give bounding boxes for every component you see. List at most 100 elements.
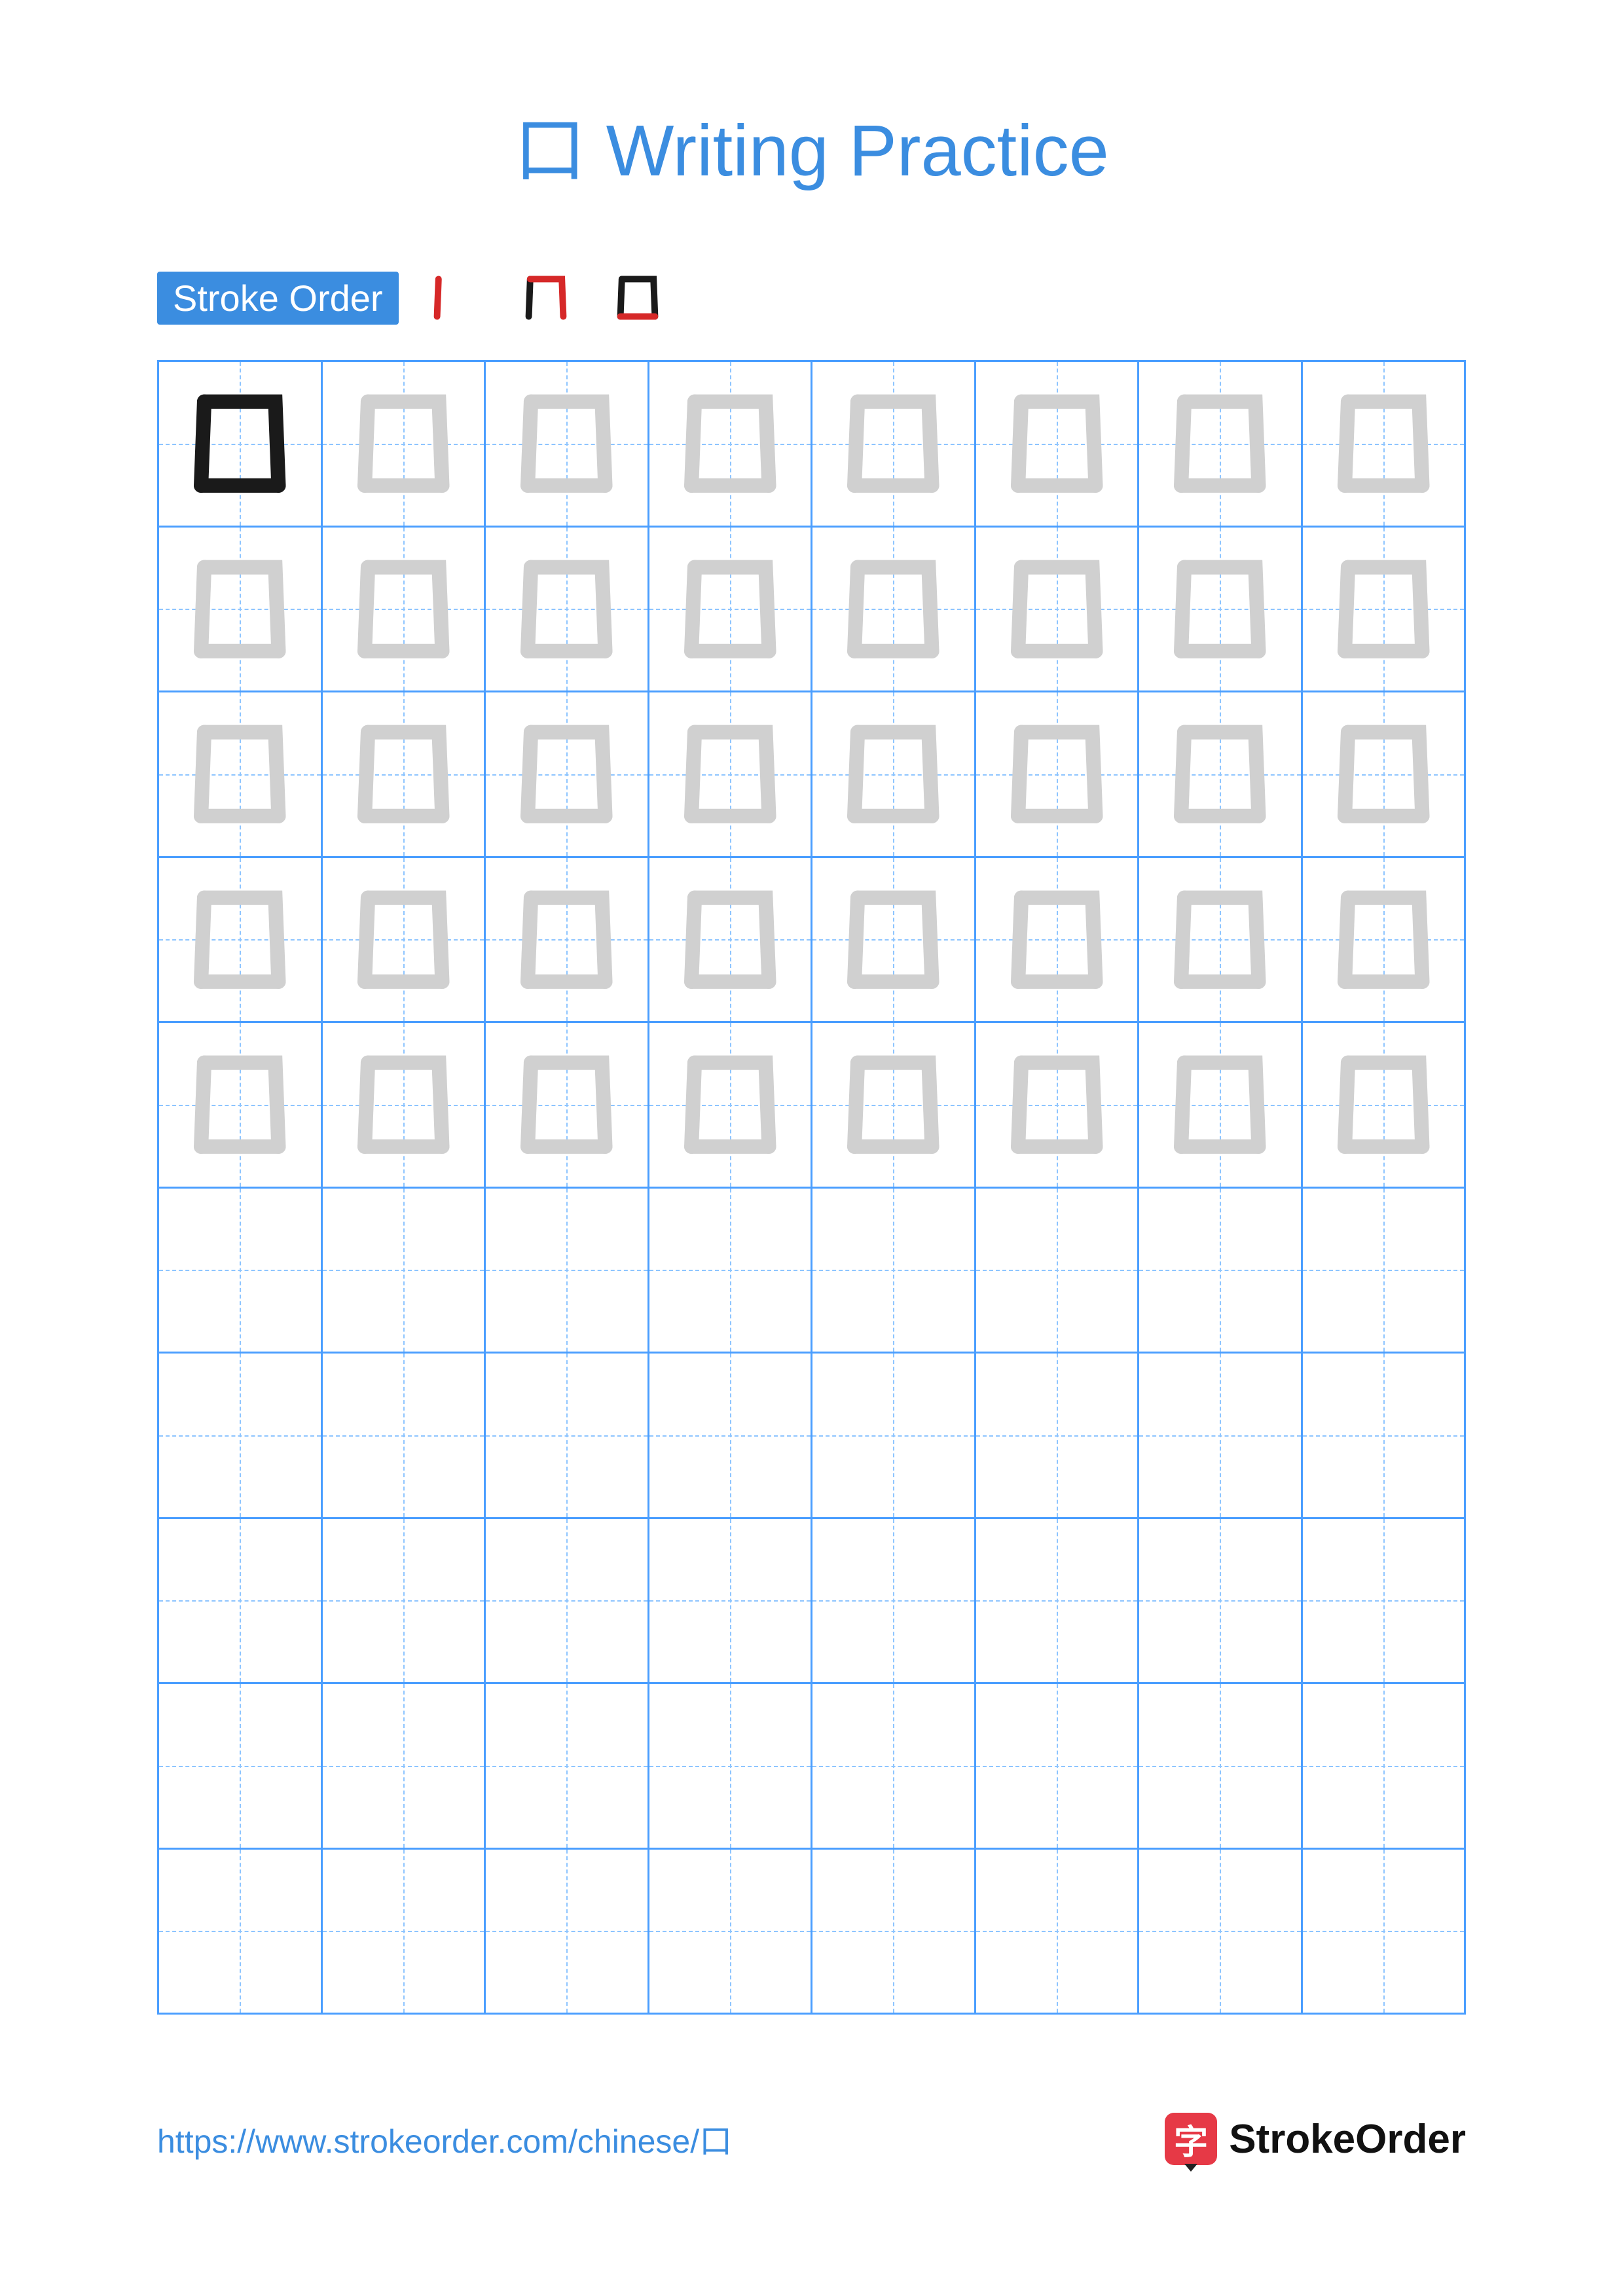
trace-character (1303, 1023, 1465, 1187)
trace-character (649, 858, 811, 1022)
grid-cell (1139, 858, 1303, 1022)
trace-character (1303, 362, 1465, 526)
trace-character (976, 362, 1138, 526)
trace-character (976, 1023, 1138, 1187)
grid-cell (649, 362, 813, 526)
trace-character (323, 858, 484, 1022)
grid-cell (976, 1189, 1140, 1352)
grid-cell (323, 362, 486, 526)
stroke-step-2 (510, 262, 582, 334)
trace-character (812, 1023, 974, 1187)
grid-cell (1139, 1684, 1303, 1848)
grid-cell (159, 1189, 323, 1352)
grid-cell (159, 1684, 323, 1848)
trace-character (1139, 858, 1301, 1022)
grid-cell (486, 1684, 649, 1848)
grid-cell (1303, 692, 1465, 856)
grid-row (159, 362, 1464, 528)
grid-cell (812, 362, 976, 526)
grid-cell (812, 1189, 976, 1352)
grid-cell (812, 1519, 976, 1683)
trace-character (649, 692, 811, 856)
grid-cell (486, 528, 649, 691)
grid-cell (1303, 1519, 1465, 1683)
grid-cell (159, 362, 323, 526)
trace-character (1139, 528, 1301, 691)
grid-cell (976, 362, 1140, 526)
grid-cell (976, 528, 1140, 691)
grid-cell (976, 1023, 1140, 1187)
grid-cell (323, 1519, 486, 1683)
grid-cell (976, 1850, 1140, 2013)
grid-cell (323, 528, 486, 691)
trace-character (159, 858, 321, 1022)
grid-cell (159, 1354, 323, 1517)
grid-cell (812, 1354, 976, 1517)
grid-cell (649, 1354, 813, 1517)
grid-cell (323, 858, 486, 1022)
trace-character (976, 858, 1138, 1022)
grid-cell (649, 692, 813, 856)
grid-cell (486, 1519, 649, 1683)
grid-cell (812, 528, 976, 691)
grid-cell (1139, 528, 1303, 691)
grid-cell (812, 1684, 976, 1848)
grid-cell (812, 858, 976, 1022)
grid-cell (976, 692, 1140, 856)
grid-cell (323, 1684, 486, 1848)
grid-row (159, 858, 1464, 1024)
trace-character (486, 362, 647, 526)
grid-cell (1139, 362, 1303, 526)
trace-character (486, 858, 647, 1022)
trace-character (323, 528, 484, 691)
practice-grid (157, 360, 1466, 2015)
trace-character (976, 692, 1138, 856)
trace-character (976, 528, 1138, 691)
grid-cell (1303, 1023, 1465, 1187)
stroke-order-label: Stroke Order (157, 272, 399, 325)
grid-cell (486, 362, 649, 526)
source-url: https://www.strokeorder.com/chinese/口 (157, 2115, 732, 2162)
trace-character (649, 1023, 811, 1187)
grid-cell (1303, 362, 1465, 526)
grid-cell (1303, 528, 1465, 691)
grid-cell (812, 1850, 976, 2013)
grid-cell (649, 858, 813, 1022)
grid-cell (649, 1189, 813, 1352)
trace-character (323, 362, 484, 526)
grid-cell (323, 1850, 486, 2013)
grid-cell (812, 1023, 976, 1187)
trace-character (1139, 362, 1301, 526)
grid-cell (1139, 1023, 1303, 1187)
grid-cell (1139, 692, 1303, 856)
grid-cell (649, 1684, 813, 1848)
grid-cell (1139, 1850, 1303, 2013)
grid-cell (159, 1850, 323, 2013)
grid-cell (812, 692, 976, 856)
grid-row (159, 1519, 1464, 1685)
grid-cell (486, 1189, 649, 1352)
trace-character (1139, 1023, 1301, 1187)
title-suffix: Writing Practice (586, 111, 1109, 191)
grid-cell (159, 692, 323, 856)
trace-character (1303, 692, 1465, 856)
grid-row (159, 692, 1464, 858)
trace-character (649, 528, 811, 691)
grid-cell (1303, 1684, 1465, 1848)
grid-cell (649, 1023, 813, 1187)
trace-character (486, 692, 647, 856)
trace-character (1303, 858, 1465, 1022)
logo: 字 StrokeOrder (1165, 2113, 1466, 2165)
grid-cell (323, 1023, 486, 1187)
grid-cell (1303, 1189, 1465, 1352)
grid-cell (1303, 858, 1465, 1022)
logo-text: StrokeOrder (1229, 2116, 1466, 2162)
stroke-order-section: Stroke Order (157, 262, 1466, 334)
footer: https://www.strokeorder.com/chinese/口 字 … (157, 2113, 1466, 2165)
grid-row (159, 1023, 1464, 1189)
trace-character (323, 692, 484, 856)
trace-character (486, 1023, 647, 1187)
stroke-step-3 (602, 262, 674, 334)
grid-cell (486, 858, 649, 1022)
grid-row (159, 1189, 1464, 1354)
